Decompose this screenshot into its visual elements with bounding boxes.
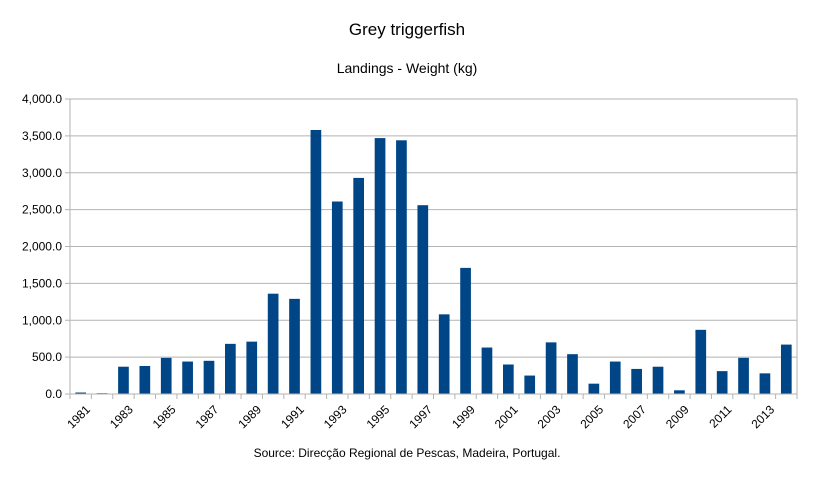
y-tick-label: 1,000.0	[22, 313, 62, 327]
x-tick-label: 1997	[406, 402, 435, 431]
bar-2006	[609, 361, 621, 394]
bar-1995	[374, 138, 386, 394]
bar-1983	[118, 366, 129, 394]
x-tick-label: 1983	[107, 402, 136, 431]
bar-1984	[139, 365, 151, 394]
bar-1998	[438, 314, 450, 394]
x-tick-label: 1991	[278, 402, 307, 431]
x-tick-label: 2009	[663, 402, 692, 431]
y-tick-label: 1,500.0	[22, 276, 62, 290]
bar-2000	[481, 347, 493, 394]
bar-1992	[310, 129, 322, 394]
bar-1989	[246, 341, 258, 394]
bar-1999	[460, 267, 471, 394]
bar-1987	[203, 360, 215, 394]
chart-title: Grey triggerfish	[348, 20, 466, 39]
bar-1990	[267, 293, 279, 394]
x-tick-label: 2007	[620, 402, 649, 431]
bar-1985	[160, 357, 172, 394]
source-note: Source: Direcção Regional de Pescas, Mad…	[253, 446, 561, 460]
y-tick-label: 500.0	[32, 350, 62, 364]
x-tick-label: 2011	[706, 402, 734, 430]
bar-2002	[524, 375, 536, 394]
x-tick-label: 2005	[577, 402, 606, 431]
bar-2011	[716, 371, 728, 394]
bar-2005	[588, 383, 600, 394]
bar-1994	[353, 177, 365, 394]
bar-2001	[502, 364, 514, 394]
bar-1996	[396, 140, 407, 394]
bar-1981	[75, 392, 87, 394]
x-tick-label: 1989	[235, 402, 264, 431]
y-tick-label: 2,000.0	[22, 240, 62, 254]
y-axis-ticks: 0.0 500.0 1,000.0 1,500.0 2,000.0 2,500.0 3,00…	[22, 92, 62, 401]
x-tick-label: 1993	[321, 402, 350, 431]
x-tick-label: 1987	[193, 402, 222, 431]
y-tick-label: 3,500.0	[22, 129, 62, 143]
bar-2007	[631, 368, 642, 394]
bars	[75, 129, 792, 394]
axes	[69, 99, 798, 399]
gridlines	[65, 98, 797, 395]
bar-2014	[780, 344, 792, 394]
x-tick-label: 1981	[64, 402, 93, 431]
bar-2009	[674, 390, 685, 394]
y-tick-label: 4,000.0	[22, 92, 62, 106]
bar-1991	[289, 298, 300, 394]
bar-2012	[738, 357, 749, 394]
bar-1993	[331, 201, 343, 394]
bar-2008	[652, 366, 664, 394]
bar-1986	[182, 361, 193, 394]
x-tick-label: 1999	[449, 402, 478, 431]
x-tick-label: 2013	[748, 402, 777, 431]
x-tick-label: 1995	[364, 402, 393, 431]
bar-1988	[225, 343, 236, 394]
bar-1997	[417, 205, 429, 394]
y-tick-label: 3,000.0	[22, 166, 62, 180]
x-tick-label: 2001	[492, 402, 521, 431]
y-tick-label: 2,500.0	[22, 203, 62, 217]
bar-2010	[695, 329, 707, 394]
bar-2004	[567, 354, 578, 394]
y-tick-label: 0.0	[45, 387, 62, 401]
x-tick-label: 1985	[150, 402, 179, 431]
chart-subtitle: Landings - Weight (kg)	[336, 60, 478, 76]
bar-2003	[545, 342, 557, 394]
x-tick-label: 2003	[535, 402, 564, 431]
x-axis-ticks: 1981 1983 1985 1987 1989 1991 1993 1995 1997 1999…	[64, 402, 777, 431]
bar-2013	[759, 373, 771, 394]
